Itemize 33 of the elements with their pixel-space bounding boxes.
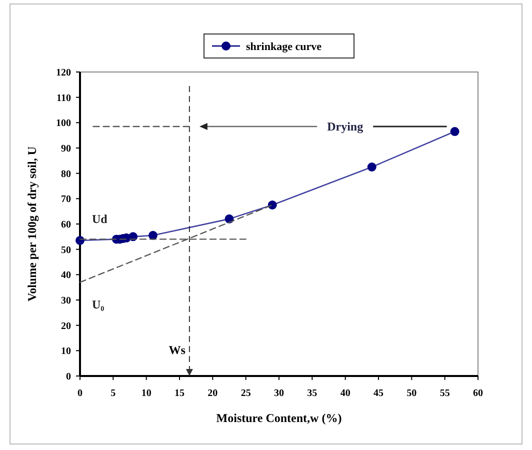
x-tick-label: 20 <box>208 388 218 399</box>
y-tick-label: 0 <box>66 372 71 382</box>
annotation: U₀ <box>92 297 105 312</box>
y-tick-label: 110 <box>56 92 71 104</box>
y-tick-label: 30 <box>61 296 71 306</box>
y-tick-label: 50 <box>61 244 71 256</box>
y-axis-title: Volume per 100g of dry soil, U <box>25 146 39 302</box>
x-tick-label: 50 <box>406 388 417 399</box>
x-axis-title: Moisture Content,w (%) <box>216 411 342 425</box>
x-tick-label: 45 <box>374 388 384 399</box>
y-tick-label: 20 <box>61 320 71 332</box>
annotation: Drying <box>327 119 364 134</box>
x-tick-label: 5 <box>110 388 116 399</box>
y-tick-label: 60 <box>61 220 71 230</box>
y-tick-label: 90 <box>61 144 71 154</box>
x-tick-label: 60 <box>473 388 483 399</box>
x-tick-label: 40 <box>340 388 350 399</box>
y-tick-label: 40 <box>61 270 71 282</box>
ref-line-label: Ws <box>168 343 186 357</box>
y-tick-label: 120 <box>56 68 71 78</box>
y-tick-label: 70 <box>61 194 71 206</box>
legend-label: shrinkage curve <box>246 41 322 53</box>
x-tick-label: 55 <box>440 388 450 399</box>
y-tick-label: 10 <box>61 346 71 358</box>
annotation: Ud <box>92 212 108 226</box>
x-tick-label: 0 <box>78 388 82 399</box>
x-tick-label: 30 <box>274 388 284 399</box>
y-tick-label: 100 <box>56 118 71 130</box>
x-tick-label: 35 <box>307 388 318 399</box>
x-tick-label: 25 <box>240 388 251 399</box>
x-tick-label: 10 <box>141 388 152 399</box>
y-tick-label: 80 <box>61 168 71 180</box>
x-tick-label: 15 <box>174 388 184 399</box>
